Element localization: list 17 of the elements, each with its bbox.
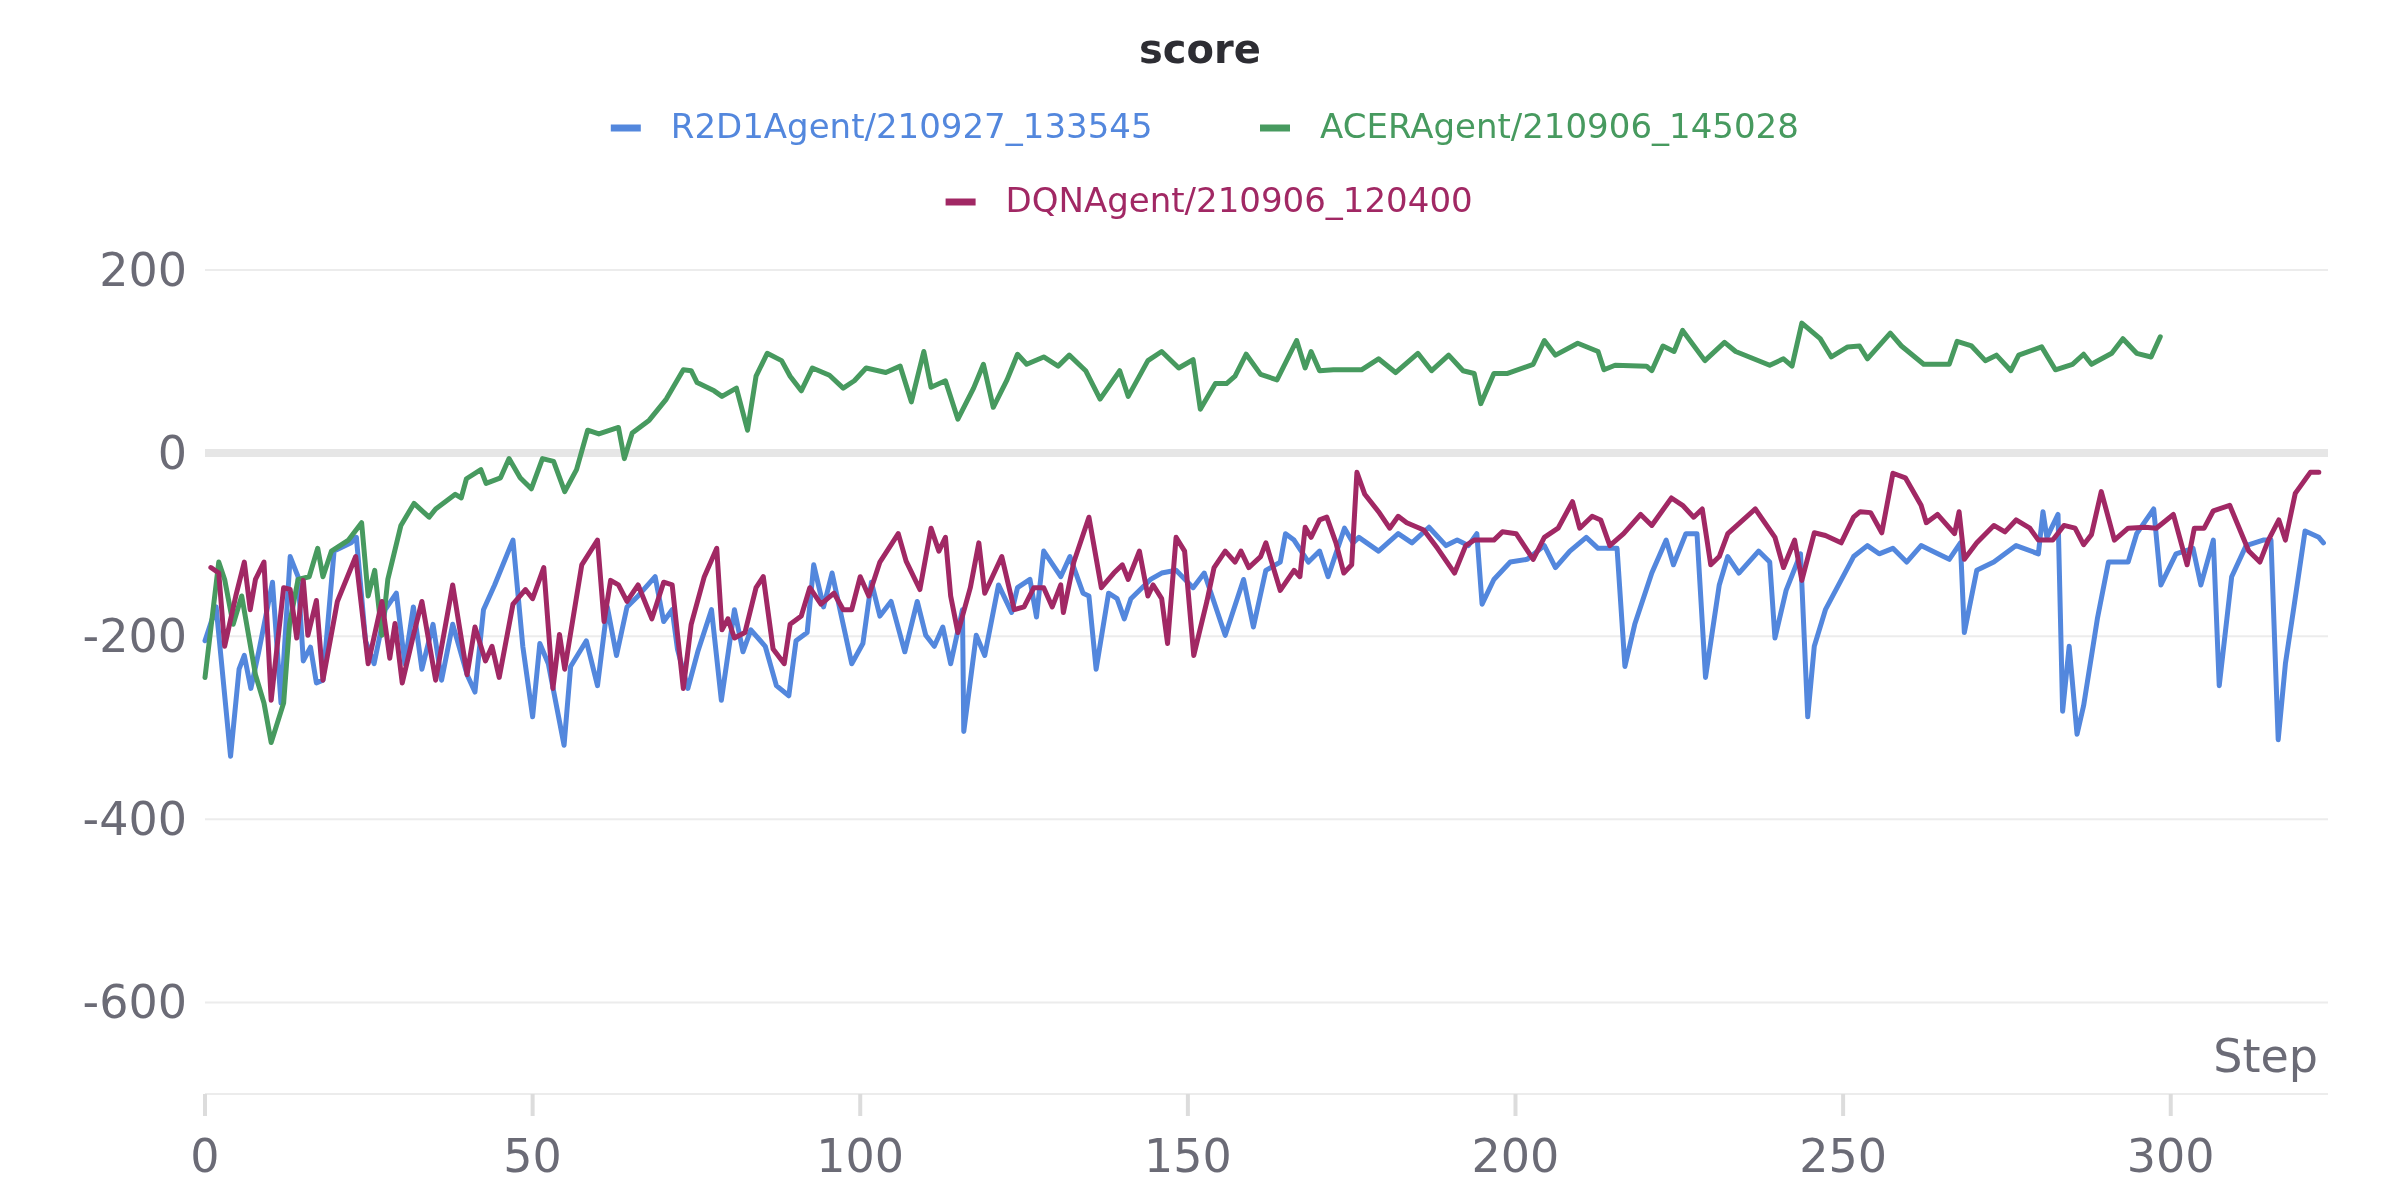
legend-label: R2D1Agent/210927_133545 [670, 106, 1153, 146]
x-tick-label: 250 [1799, 1129, 1888, 1183]
y-tick-label: 0 [157, 426, 187, 481]
y-tick-label: -200 [82, 609, 187, 664]
y-tick-label: -400 [82, 792, 187, 847]
x-tick-label: 100 [816, 1129, 905, 1183]
x-tick-label: 150 [1143, 1129, 1232, 1183]
x-tick-label: 200 [1471, 1129, 1560, 1183]
x-tick-label: 50 [503, 1129, 562, 1183]
x-axis-title: Step [2213, 1029, 2318, 1083]
legend-label: DQNAgent/210906_120400 [1005, 180, 1473, 220]
x-tick-label: 300 [2126, 1129, 2215, 1183]
y-tick-label: -600 [82, 975, 187, 1030]
legend-label: ACERAgent/210906_145028 [1320, 106, 1799, 146]
chart-title: score [1139, 26, 1261, 72]
y-tick-label: 200 [99, 243, 187, 297]
x-tick-label: 0 [190, 1129, 220, 1183]
